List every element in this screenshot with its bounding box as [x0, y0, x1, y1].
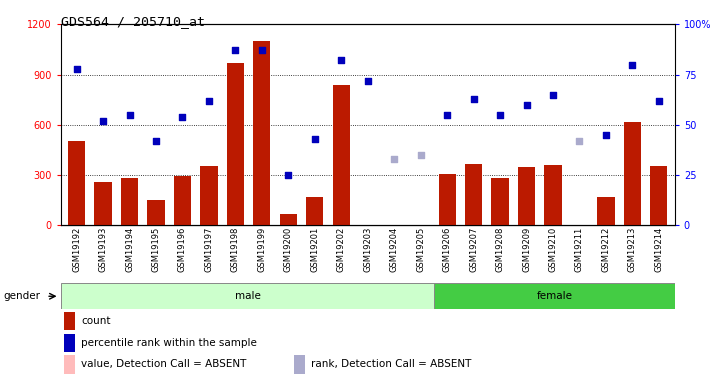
- Text: percentile rank within the sample: percentile rank within the sample: [81, 338, 257, 348]
- Text: GSM19212: GSM19212: [601, 227, 610, 272]
- Point: [283, 172, 294, 178]
- Bar: [94, 182, 111, 225]
- Text: GSM19197: GSM19197: [204, 227, 213, 272]
- Bar: [227, 63, 244, 225]
- Text: GSM19204: GSM19204: [390, 227, 398, 272]
- Point: [494, 112, 506, 118]
- Text: gender: gender: [3, 291, 40, 301]
- Bar: [518, 167, 535, 225]
- Bar: [306, 197, 323, 225]
- Point: [71, 66, 82, 72]
- Point: [547, 92, 558, 98]
- Bar: [650, 166, 668, 225]
- Text: value, Detection Call = ABSENT: value, Detection Call = ABSENT: [81, 360, 246, 369]
- Bar: [624, 122, 641, 225]
- Text: GSM19199: GSM19199: [257, 227, 266, 272]
- Text: GSM19196: GSM19196: [178, 227, 187, 272]
- Bar: [280, 214, 297, 225]
- Text: GSM19195: GSM19195: [151, 227, 161, 272]
- Text: male: male: [235, 291, 261, 301]
- Bar: [201, 166, 218, 225]
- Text: GSM19209: GSM19209: [522, 227, 531, 272]
- Bar: [61, 283, 434, 309]
- Text: GSM19206: GSM19206: [443, 227, 452, 272]
- Point: [336, 57, 347, 63]
- Point: [415, 152, 426, 158]
- Bar: [294, 356, 305, 374]
- Point: [441, 112, 453, 118]
- Bar: [333, 85, 350, 225]
- Point: [150, 138, 161, 144]
- Bar: [121, 178, 138, 225]
- Text: GDS564 / 205710_at: GDS564 / 205710_at: [61, 15, 205, 28]
- Point: [468, 96, 479, 102]
- Text: GSM19200: GSM19200: [283, 227, 293, 272]
- Bar: [64, 312, 75, 330]
- Bar: [434, 283, 675, 309]
- Point: [574, 138, 585, 144]
- Point: [600, 132, 612, 138]
- Text: GSM19198: GSM19198: [231, 227, 240, 272]
- Bar: [544, 165, 562, 225]
- Bar: [68, 141, 85, 225]
- Point: [124, 112, 135, 118]
- Point: [177, 114, 188, 120]
- Text: GSM19205: GSM19205: [416, 227, 425, 272]
- Bar: [253, 41, 271, 225]
- Text: GSM19202: GSM19202: [337, 227, 346, 272]
- Point: [388, 156, 400, 162]
- Bar: [64, 356, 75, 374]
- Point: [521, 102, 532, 108]
- Text: rank, Detection Call = ABSENT: rank, Detection Call = ABSENT: [311, 360, 471, 369]
- Bar: [174, 176, 191, 225]
- Point: [653, 98, 665, 104]
- Bar: [64, 334, 75, 352]
- Text: GSM19207: GSM19207: [469, 227, 478, 272]
- Bar: [465, 164, 482, 225]
- Text: GSM19203: GSM19203: [363, 227, 372, 272]
- Text: GSM19213: GSM19213: [628, 227, 637, 272]
- Text: GSM19214: GSM19214: [654, 227, 663, 272]
- Text: count: count: [81, 316, 111, 326]
- Point: [256, 48, 268, 54]
- Point: [230, 48, 241, 54]
- Point: [362, 78, 373, 84]
- Text: GSM19192: GSM19192: [72, 227, 81, 272]
- Text: GSM19208: GSM19208: [496, 227, 505, 272]
- Point: [627, 62, 638, 68]
- Point: [97, 118, 109, 124]
- Bar: [438, 174, 456, 225]
- Bar: [491, 178, 508, 225]
- Point: [203, 98, 215, 104]
- Text: GSM19210: GSM19210: [548, 227, 558, 272]
- Bar: [147, 200, 164, 225]
- Bar: [598, 196, 615, 225]
- Text: GSM19211: GSM19211: [575, 227, 584, 272]
- Text: GSM19201: GSM19201: [311, 227, 319, 272]
- Text: female: female: [537, 291, 573, 301]
- Point: [309, 136, 321, 142]
- Text: GSM19194: GSM19194: [125, 227, 134, 272]
- Text: GSM19193: GSM19193: [99, 227, 108, 272]
